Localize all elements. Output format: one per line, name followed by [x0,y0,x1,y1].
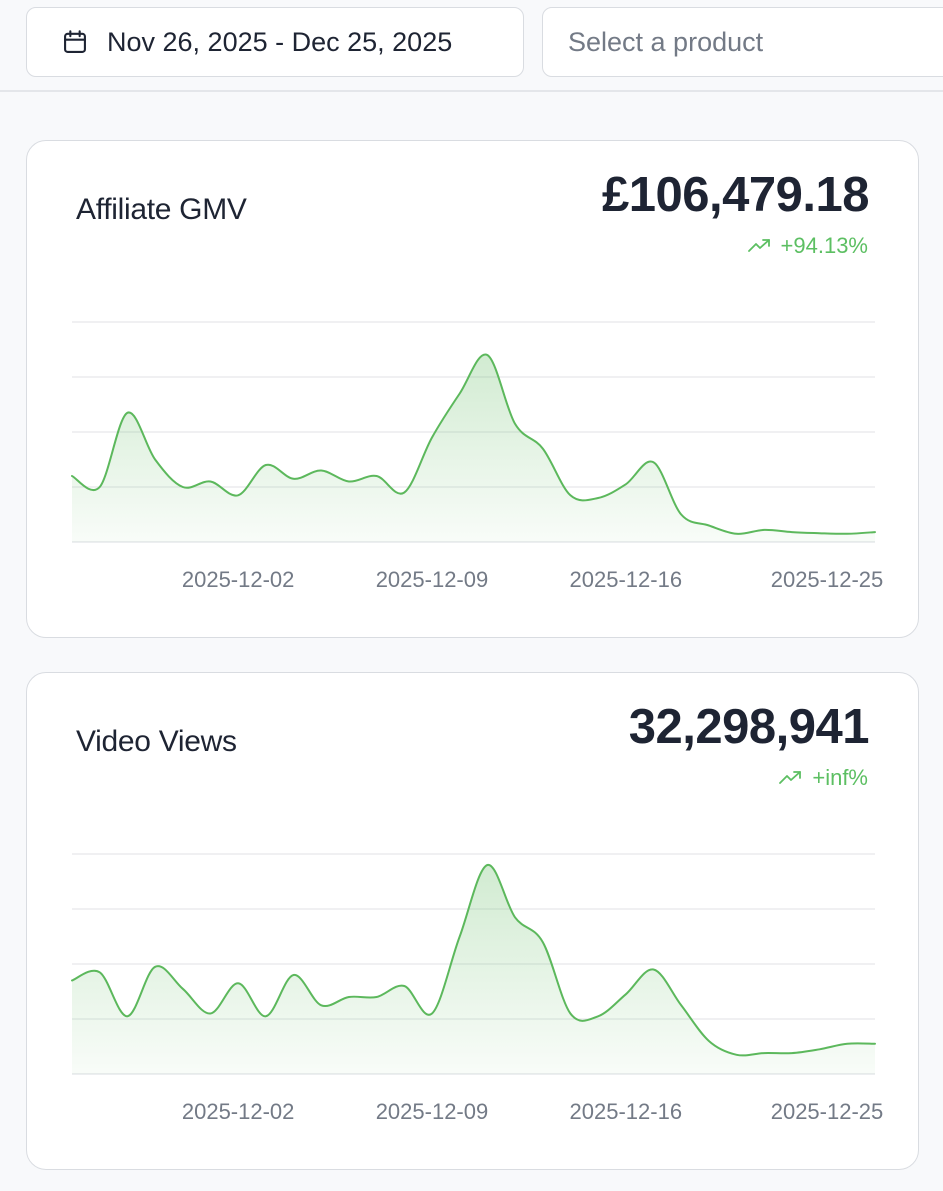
card-change: +94.13% [747,233,868,259]
affiliate-gmv-card: Affiliate GMV £106,479.18 +94.13% 2025-1… [26,140,919,638]
card-value: £106,479.18 [602,168,870,222]
date-range-picker[interactable]: Nov 26, 2025 - Dec 25, 2025 [26,7,524,77]
video-views-card: Video Views 32,298,941 +inf% 2025-12-02 2… [26,672,919,1170]
gmv-area-chart: 2025-12-02 2025-12-09 2025-12-16 2025-12-25 [71,321,884,592]
card-title: Video Views [76,725,237,758]
calendar-icon [64,30,86,53]
x-tick-label: 2025-12-16 [570,1099,683,1124]
x-tick-label: 2025-12-25 [771,567,884,592]
series-line [71,864,876,1057]
x-tick-label: 2025-12-09 [376,567,489,592]
series-line [71,353,876,535]
trending-up-icon [747,239,770,252]
date-range-label: Nov 26, 2025 - Dec 25, 2025 [107,26,453,57]
change-percent: +94.13% [780,233,868,258]
x-tick-label: 2025-12-16 [570,567,683,592]
series-area [72,354,875,542]
x-tick-label: 2025-12-25 [771,1099,884,1124]
x-tick-label: 2025-12-02 [182,567,295,592]
series-area [72,864,875,1074]
product-select-placeholder: Select a product [568,26,764,57]
product-select[interactable]: Select a product [542,7,943,77]
x-tick-label: 2025-12-09 [376,1099,489,1124]
trending-up-icon [779,771,802,784]
x-tick-label: 2025-12-02 [182,1099,295,1124]
card-value: 32,298,941 [628,700,870,754]
card-title: Affiliate GMV [76,193,247,226]
card-change: +inf% [779,765,868,791]
change-percent: +inf% [812,765,868,790]
toolbar: Nov 26, 2025 - Dec 25, 2025 Select a pro… [0,0,943,92]
video-views-area-chart: 2025-12-02 2025-12-09 2025-12-16 2025-12-25 [71,853,884,1124]
